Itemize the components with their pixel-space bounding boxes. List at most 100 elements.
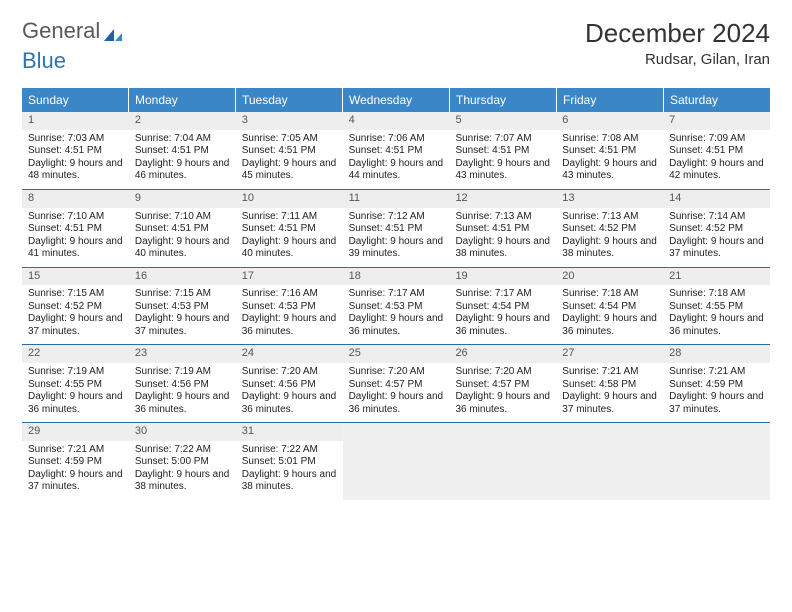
daylight-line: Daylight: 9 hours and 37 minutes.	[135, 313, 230, 338]
calendar-day: 1Sunrise: 7:03 AMSunset: 4:51 PMDaylight…	[22, 112, 129, 189]
sunset-line: Sunset: 4:55 PM	[669, 301, 764, 314]
sunrise-line: Sunrise: 7:16 AM	[242, 288, 337, 301]
calendar-day: 6Sunrise: 7:08 AMSunset: 4:51 PMDaylight…	[556, 112, 663, 189]
calendar-week: 22Sunrise: 7:19 AMSunset: 4:55 PMDayligh…	[22, 345, 770, 423]
sunrise-line: Sunrise: 7:15 AM	[135, 288, 230, 301]
calendar-week: 1Sunrise: 7:03 AMSunset: 4:51 PMDaylight…	[22, 112, 770, 190]
day-number: 28	[663, 345, 770, 363]
sunrise-line: Sunrise: 7:03 AM	[28, 133, 123, 146]
day-details: Sunrise: 7:06 AMSunset: 4:51 PMDaylight:…	[343, 130, 450, 189]
calendar-day: 22Sunrise: 7:19 AMSunset: 4:55 PMDayligh…	[22, 345, 129, 422]
day-details: Sunrise: 7:10 AMSunset: 4:51 PMDaylight:…	[22, 208, 129, 267]
sunrise-line: Sunrise: 7:21 AM	[669, 366, 764, 379]
sunset-line: Sunset: 4:52 PM	[28, 301, 123, 314]
day-number: 5	[449, 112, 556, 130]
day-details: Sunrise: 7:20 AMSunset: 4:57 PMDaylight:…	[449, 363, 556, 422]
day-details: Sunrise: 7:03 AMSunset: 4:51 PMDaylight:…	[22, 130, 129, 189]
sunrise-line: Sunrise: 7:13 AM	[562, 211, 657, 224]
daylight-line: Daylight: 9 hours and 42 minutes.	[669, 158, 764, 183]
calendar-day: 27Sunrise: 7:21 AMSunset: 4:58 PMDayligh…	[556, 345, 663, 422]
sunset-line: Sunset: 4:58 PM	[562, 379, 657, 392]
calendar-day: 5Sunrise: 7:07 AMSunset: 4:51 PMDaylight…	[449, 112, 556, 189]
page-title: December 2024	[585, 18, 770, 49]
sunset-line: Sunset: 4:56 PM	[135, 379, 230, 392]
sunset-line: Sunset: 4:54 PM	[562, 301, 657, 314]
sunrise-line: Sunrise: 7:21 AM	[28, 444, 123, 457]
day-header-row: SundayMondayTuesdayWednesdayThursdayFrid…	[22, 88, 770, 112]
daylight-line: Daylight: 9 hours and 36 minutes.	[669, 313, 764, 338]
logo: General	[22, 18, 124, 44]
sunrise-line: Sunrise: 7:14 AM	[669, 211, 764, 224]
sunrise-line: Sunrise: 7:20 AM	[242, 366, 337, 379]
daylight-line: Daylight: 9 hours and 38 minutes.	[455, 236, 550, 261]
sunrise-line: Sunrise: 7:20 AM	[455, 366, 550, 379]
calendar-day: 4Sunrise: 7:06 AMSunset: 4:51 PMDaylight…	[343, 112, 450, 189]
day-number: 25	[343, 345, 450, 363]
calendar-day: 10Sunrise: 7:11 AMSunset: 4:51 PMDayligh…	[236, 190, 343, 267]
day-details: Sunrise: 7:13 AMSunset: 4:52 PMDaylight:…	[556, 208, 663, 267]
sunset-line: Sunset: 4:51 PM	[349, 223, 444, 236]
daylight-line: Daylight: 9 hours and 38 minutes.	[562, 236, 657, 261]
day-details: Sunrise: 7:04 AMSunset: 4:51 PMDaylight:…	[129, 130, 236, 189]
sunset-line: Sunset: 4:51 PM	[562, 145, 657, 158]
day-details: Sunrise: 7:10 AMSunset: 4:51 PMDaylight:…	[129, 208, 236, 267]
location-subtitle: Rudsar, Gilan, Iran	[585, 51, 770, 68]
sunrise-line: Sunrise: 7:15 AM	[28, 288, 123, 301]
day-number: 17	[236, 268, 343, 286]
daylight-line: Daylight: 9 hours and 37 minutes.	[28, 313, 123, 338]
day-number: 20	[556, 268, 663, 286]
sunrise-line: Sunrise: 7:12 AM	[349, 211, 444, 224]
day-number: 9	[129, 190, 236, 208]
calendar-day: 29Sunrise: 7:21 AMSunset: 4:59 PMDayligh…	[22, 423, 129, 500]
sunset-line: Sunset: 5:01 PM	[242, 456, 337, 469]
calendar-day: 19Sunrise: 7:17 AMSunset: 4:54 PMDayligh…	[449, 268, 556, 345]
empty-cell	[556, 423, 663, 500]
calendar-day: 12Sunrise: 7:13 AMSunset: 4:51 PMDayligh…	[449, 190, 556, 267]
day-details: Sunrise: 7:22 AMSunset: 5:00 PMDaylight:…	[129, 441, 236, 500]
day-number: 26	[449, 345, 556, 363]
sunset-line: Sunset: 4:51 PM	[455, 223, 550, 236]
calendar-day: 17Sunrise: 7:16 AMSunset: 4:53 PMDayligh…	[236, 268, 343, 345]
day-details: Sunrise: 7:21 AMSunset: 4:58 PMDaylight:…	[556, 363, 663, 422]
calendar-day: 28Sunrise: 7:21 AMSunset: 4:59 PMDayligh…	[663, 345, 770, 422]
day-number: 23	[129, 345, 236, 363]
day-details: Sunrise: 7:15 AMSunset: 4:53 PMDaylight:…	[129, 285, 236, 344]
empty-cell	[449, 423, 556, 500]
logo-text-1: General	[22, 18, 100, 44]
calendar-week: 29Sunrise: 7:21 AMSunset: 4:59 PMDayligh…	[22, 423, 770, 500]
calendar-day: 30Sunrise: 7:22 AMSunset: 5:00 PMDayligh…	[129, 423, 236, 500]
sunset-line: Sunset: 4:53 PM	[349, 301, 444, 314]
calendar-day: 15 Sunrise: 7:15 AMSunset: 4:52 PMDayligh…	[22, 268, 129, 345]
day-details: Sunrise: 7:05 AMSunset: 4:51 PMDaylight:…	[236, 130, 343, 189]
day-details: Sunrise: 7:17 AMSunset: 4:53 PMDaylight:…	[343, 285, 450, 344]
sail-icon	[102, 23, 124, 39]
sunset-line: Sunset: 4:51 PM	[455, 145, 550, 158]
calendar-day: 14Sunrise: 7:14 AMSunset: 4:52 PMDayligh…	[663, 190, 770, 267]
daylight-line: Daylight: 9 hours and 36 minutes.	[349, 313, 444, 338]
daylight-line: Daylight: 9 hours and 36 minutes.	[562, 313, 657, 338]
sunrise-line: Sunrise: 7:19 AM	[135, 366, 230, 379]
sunset-line: Sunset: 4:51 PM	[669, 145, 764, 158]
day-number: 15	[22, 268, 129, 286]
calendar-day: 7Sunrise: 7:09 AMSunset: 4:51 PMDaylight…	[663, 112, 770, 189]
day-number: 14	[663, 190, 770, 208]
sunrise-line: Sunrise: 7:06 AM	[349, 133, 444, 146]
sunrise-line: Sunrise: 7:17 AM	[455, 288, 550, 301]
sunset-line: Sunset: 5:00 PM	[135, 456, 230, 469]
day-details: Sunrise: 7:18 AMSunset: 4:55 PMDaylight:…	[663, 285, 770, 344]
sunset-line: Sunset: 4:57 PM	[349, 379, 444, 392]
day-number: 1	[22, 112, 129, 130]
day-details: Sunrise: 7:18 AMSunset: 4:54 PMDaylight:…	[556, 285, 663, 344]
daylight-line: Daylight: 9 hours and 43 minutes.	[562, 158, 657, 183]
day-number: 3	[236, 112, 343, 130]
sunrise-line: Sunrise: 7:08 AM	[562, 133, 657, 146]
daylight-line: Daylight: 9 hours and 44 minutes.	[349, 158, 444, 183]
calendar-day: 26Sunrise: 7:20 AMSunset: 4:57 PMDayligh…	[449, 345, 556, 422]
calendar-grid: SundayMondayTuesdayWednesdayThursdayFrid…	[22, 88, 770, 500]
sunset-line: Sunset: 4:51 PM	[135, 223, 230, 236]
sunset-line: Sunset: 4:51 PM	[349, 145, 444, 158]
sunset-line: Sunset: 4:51 PM	[28, 223, 123, 236]
sunrise-line: Sunrise: 7:21 AM	[562, 366, 657, 379]
calendar-week: 8Sunrise: 7:10 AMSunset: 4:51 PMDaylight…	[22, 190, 770, 268]
day-number: 10	[236, 190, 343, 208]
